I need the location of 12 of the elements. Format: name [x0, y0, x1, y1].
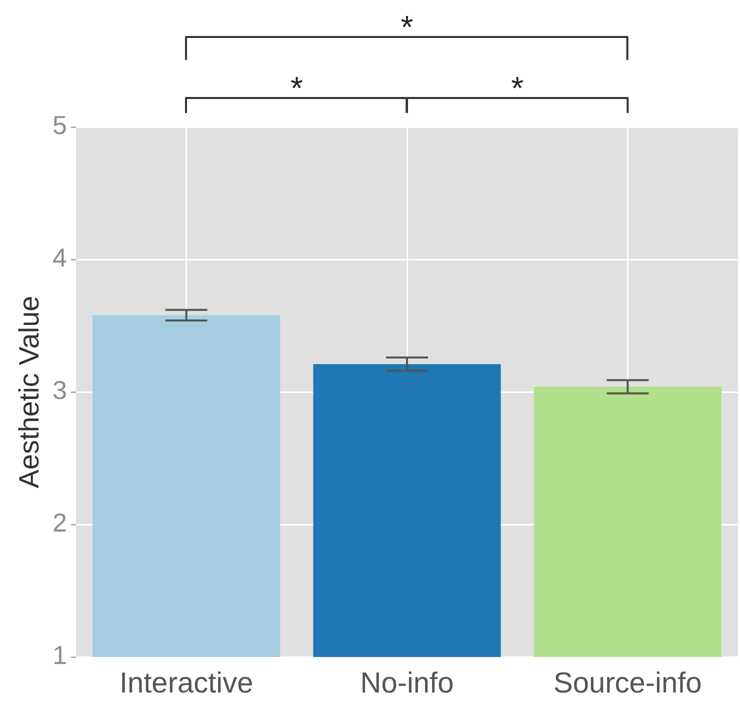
y-tick-label: 5	[52, 110, 67, 140]
text: *	[290, 70, 303, 106]
y-axis-title: Aesthetic Value	[14, 296, 45, 488]
y-tick-label: 4	[52, 242, 67, 273]
x-tick-label: Interactive	[119, 667, 254, 700]
y-tick-label: 2	[52, 508, 67, 538]
y-tick-label: 3	[52, 375, 67, 406]
x-tick-label: Source-info	[554, 667, 702, 700]
text: *	[400, 9, 414, 45]
text: *	[511, 70, 524, 106]
x-tick-label: No-info	[360, 667, 454, 700]
y-tick-label: 1	[52, 640, 67, 670]
